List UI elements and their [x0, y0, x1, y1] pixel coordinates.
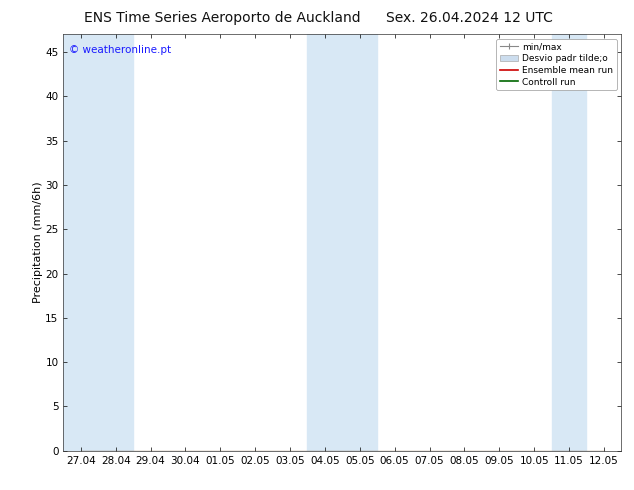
Bar	[307, 34, 342, 451]
Bar	[63, 34, 98, 451]
Text: ENS Time Series Aeroporto de Auckland: ENS Time Series Aeroporto de Auckland	[84, 11, 360, 25]
Y-axis label: Precipitation (mm/6h): Precipitation (mm/6h)	[32, 182, 42, 303]
Bar	[342, 34, 377, 451]
Text: © weatheronline.pt: © weatheronline.pt	[69, 45, 171, 55]
Legend: min/max, Desvio padr tilde;o, Ensemble mean run, Controll run: min/max, Desvio padr tilde;o, Ensemble m…	[496, 39, 617, 90]
Bar	[552, 34, 586, 451]
Text: Sex. 26.04.2024 12 UTC: Sex. 26.04.2024 12 UTC	[385, 11, 553, 25]
Bar	[98, 34, 133, 451]
